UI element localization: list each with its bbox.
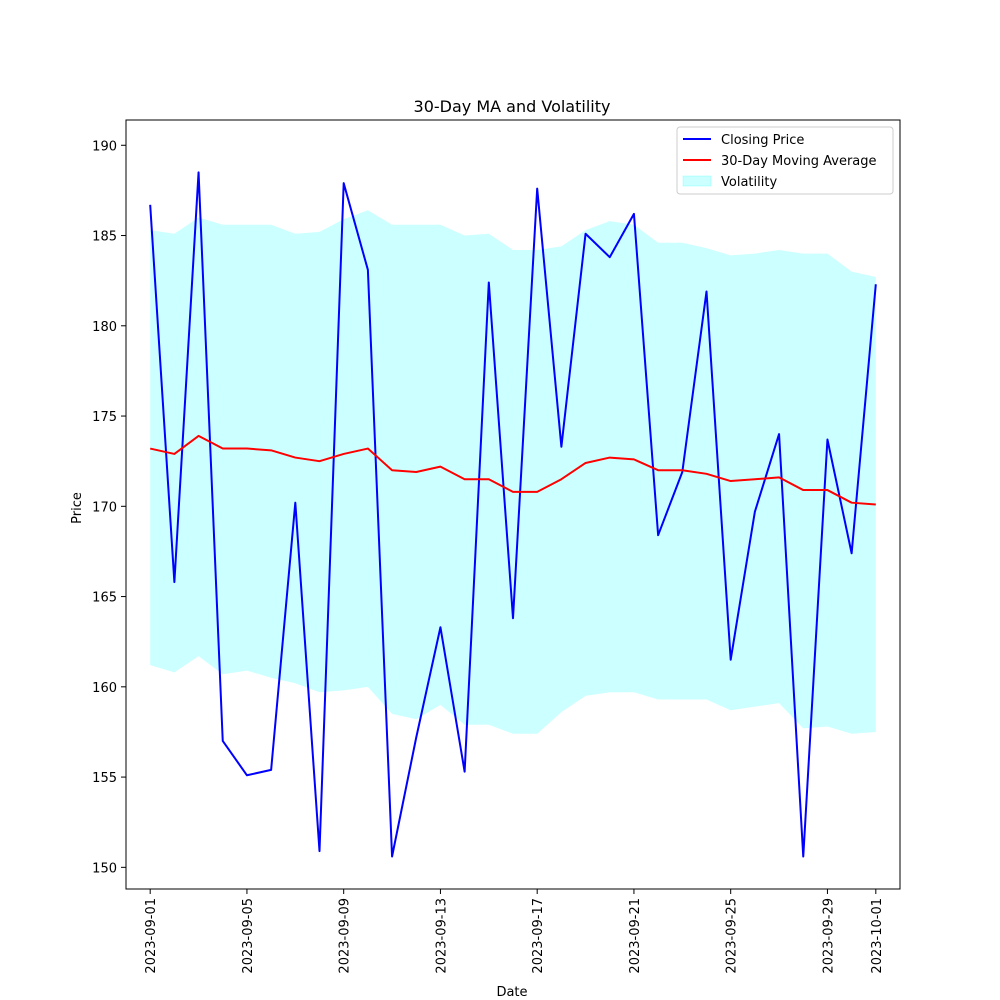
x-tick-label: 2023-09-09 bbox=[338, 898, 353, 974]
y-tick-label: 160 bbox=[92, 681, 117, 696]
x-tick-label: 2023-09-25 bbox=[725, 898, 740, 974]
x-tick-label: 2023-09-05 bbox=[241, 898, 256, 974]
axes: 150 155 160 165 170 175 180 185 190 2023-09-01 202… bbox=[92, 119, 901, 974]
volatility-band bbox=[150, 210, 876, 734]
x-tick-label: 2023-09-17 bbox=[531, 898, 546, 974]
legend-label: Closing Price bbox=[721, 133, 804, 148]
y-tick-label: 185 bbox=[92, 230, 117, 245]
legend-box bbox=[676, 126, 894, 195]
x-tick-label: 2023-09-29 bbox=[821, 898, 836, 974]
y-tick-label: 150 bbox=[92, 861, 117, 876]
y-tick-label: 175 bbox=[92, 410, 117, 425]
30-day-moving-average-line bbox=[149, 434, 876, 506]
axes-frame bbox=[125, 119, 901, 890]
legend-label: Volatility bbox=[721, 175, 777, 190]
x-axis-title: Date bbox=[496, 985, 527, 1000]
chart-title: 30-Day MA and Volatility bbox=[414, 97, 611, 116]
closing-price-line bbox=[149, 171, 877, 858]
x-tick-label: 2023-09-13 bbox=[434, 898, 449, 974]
legend-label: 30-Day Moving Average bbox=[721, 154, 877, 169]
legend: Closing Price 30-Day Moving Average Volati… bbox=[676, 126, 894, 195]
x-tick-label: 2023-10-01 bbox=[870, 898, 885, 974]
y-axis-title: Price bbox=[70, 492, 85, 524]
y-tick-label: 155 bbox=[92, 771, 117, 786]
x-tick-label: 2023-09-21 bbox=[628, 898, 643, 974]
plot-area bbox=[149, 171, 877, 858]
y-tick-label: 190 bbox=[92, 139, 117, 154]
legend-swatch-volatility bbox=[682, 175, 712, 187]
x-tick-label: 2023-09-01 bbox=[144, 898, 159, 974]
y-tick-label: 180 bbox=[92, 320, 117, 335]
y-tick-label: 170 bbox=[92, 500, 117, 515]
y-tick-label: 165 bbox=[92, 591, 117, 606]
